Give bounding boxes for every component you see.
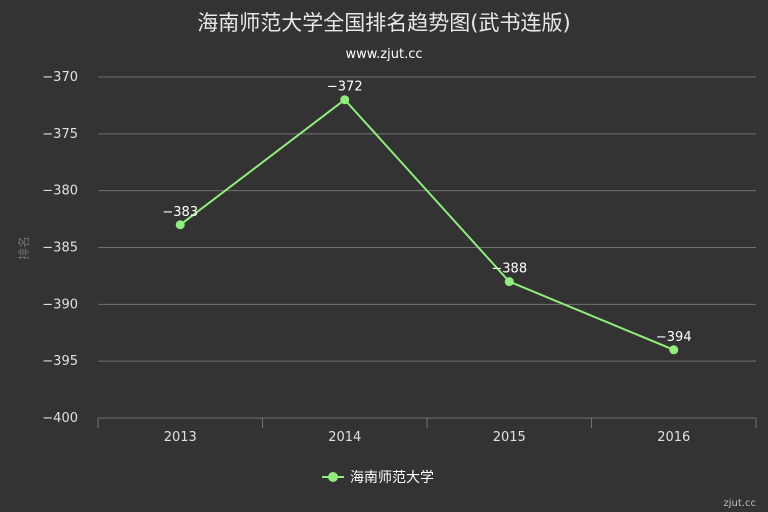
data-label: −388 (491, 262, 527, 277)
y-tick-label: −385 (42, 241, 78, 256)
x-tick-label: 2016 (657, 430, 690, 445)
grid-lines (98, 76, 756, 419)
credit-text: zjut.cc (724, 498, 756, 509)
x-axis: 2013 2014 2015 2016 (97, 418, 757, 445)
x-tick-label: 2013 (164, 430, 197, 445)
legend-item-label[interactable]: 海南师范大学 (350, 469, 434, 486)
legend-marker-dot (328, 472, 338, 482)
legend[interactable]: 海南师范大学 (322, 469, 434, 486)
data-label: −394 (656, 330, 692, 345)
x-tick-label: 2015 (493, 430, 526, 445)
y-tick-label: −395 (42, 354, 78, 369)
series-line (179, 98, 675, 351)
y-tick-label: −400 (42, 411, 78, 426)
data-point[interactable] (340, 95, 350, 105)
y-tick-label: −380 (42, 184, 78, 199)
data-point[interactable] (175, 220, 185, 230)
data-point[interactable] (669, 345, 679, 355)
y-tick-label: −370 (42, 70, 78, 85)
data-label: −383 (162, 205, 198, 220)
x-tick-label: 2014 (328, 430, 361, 445)
y-tick-label: −390 (42, 297, 78, 312)
data-label: −372 (327, 80, 363, 95)
y-tick-label: −375 (42, 127, 78, 142)
y-axis-ticks: −370 −375 −380 −385 −390 −395 −400 (42, 70, 78, 426)
data-labels: −383 −372 −388 −394 (162, 80, 691, 345)
chart-title: 海南师范大学全国排名趋势图(武书连版) (197, 11, 570, 35)
y-axis-label: 排名 (16, 236, 31, 260)
chart-subtitle: www.zjut.cc (345, 47, 422, 62)
data-point[interactable] (504, 277, 514, 287)
series-layer (175, 95, 679, 355)
